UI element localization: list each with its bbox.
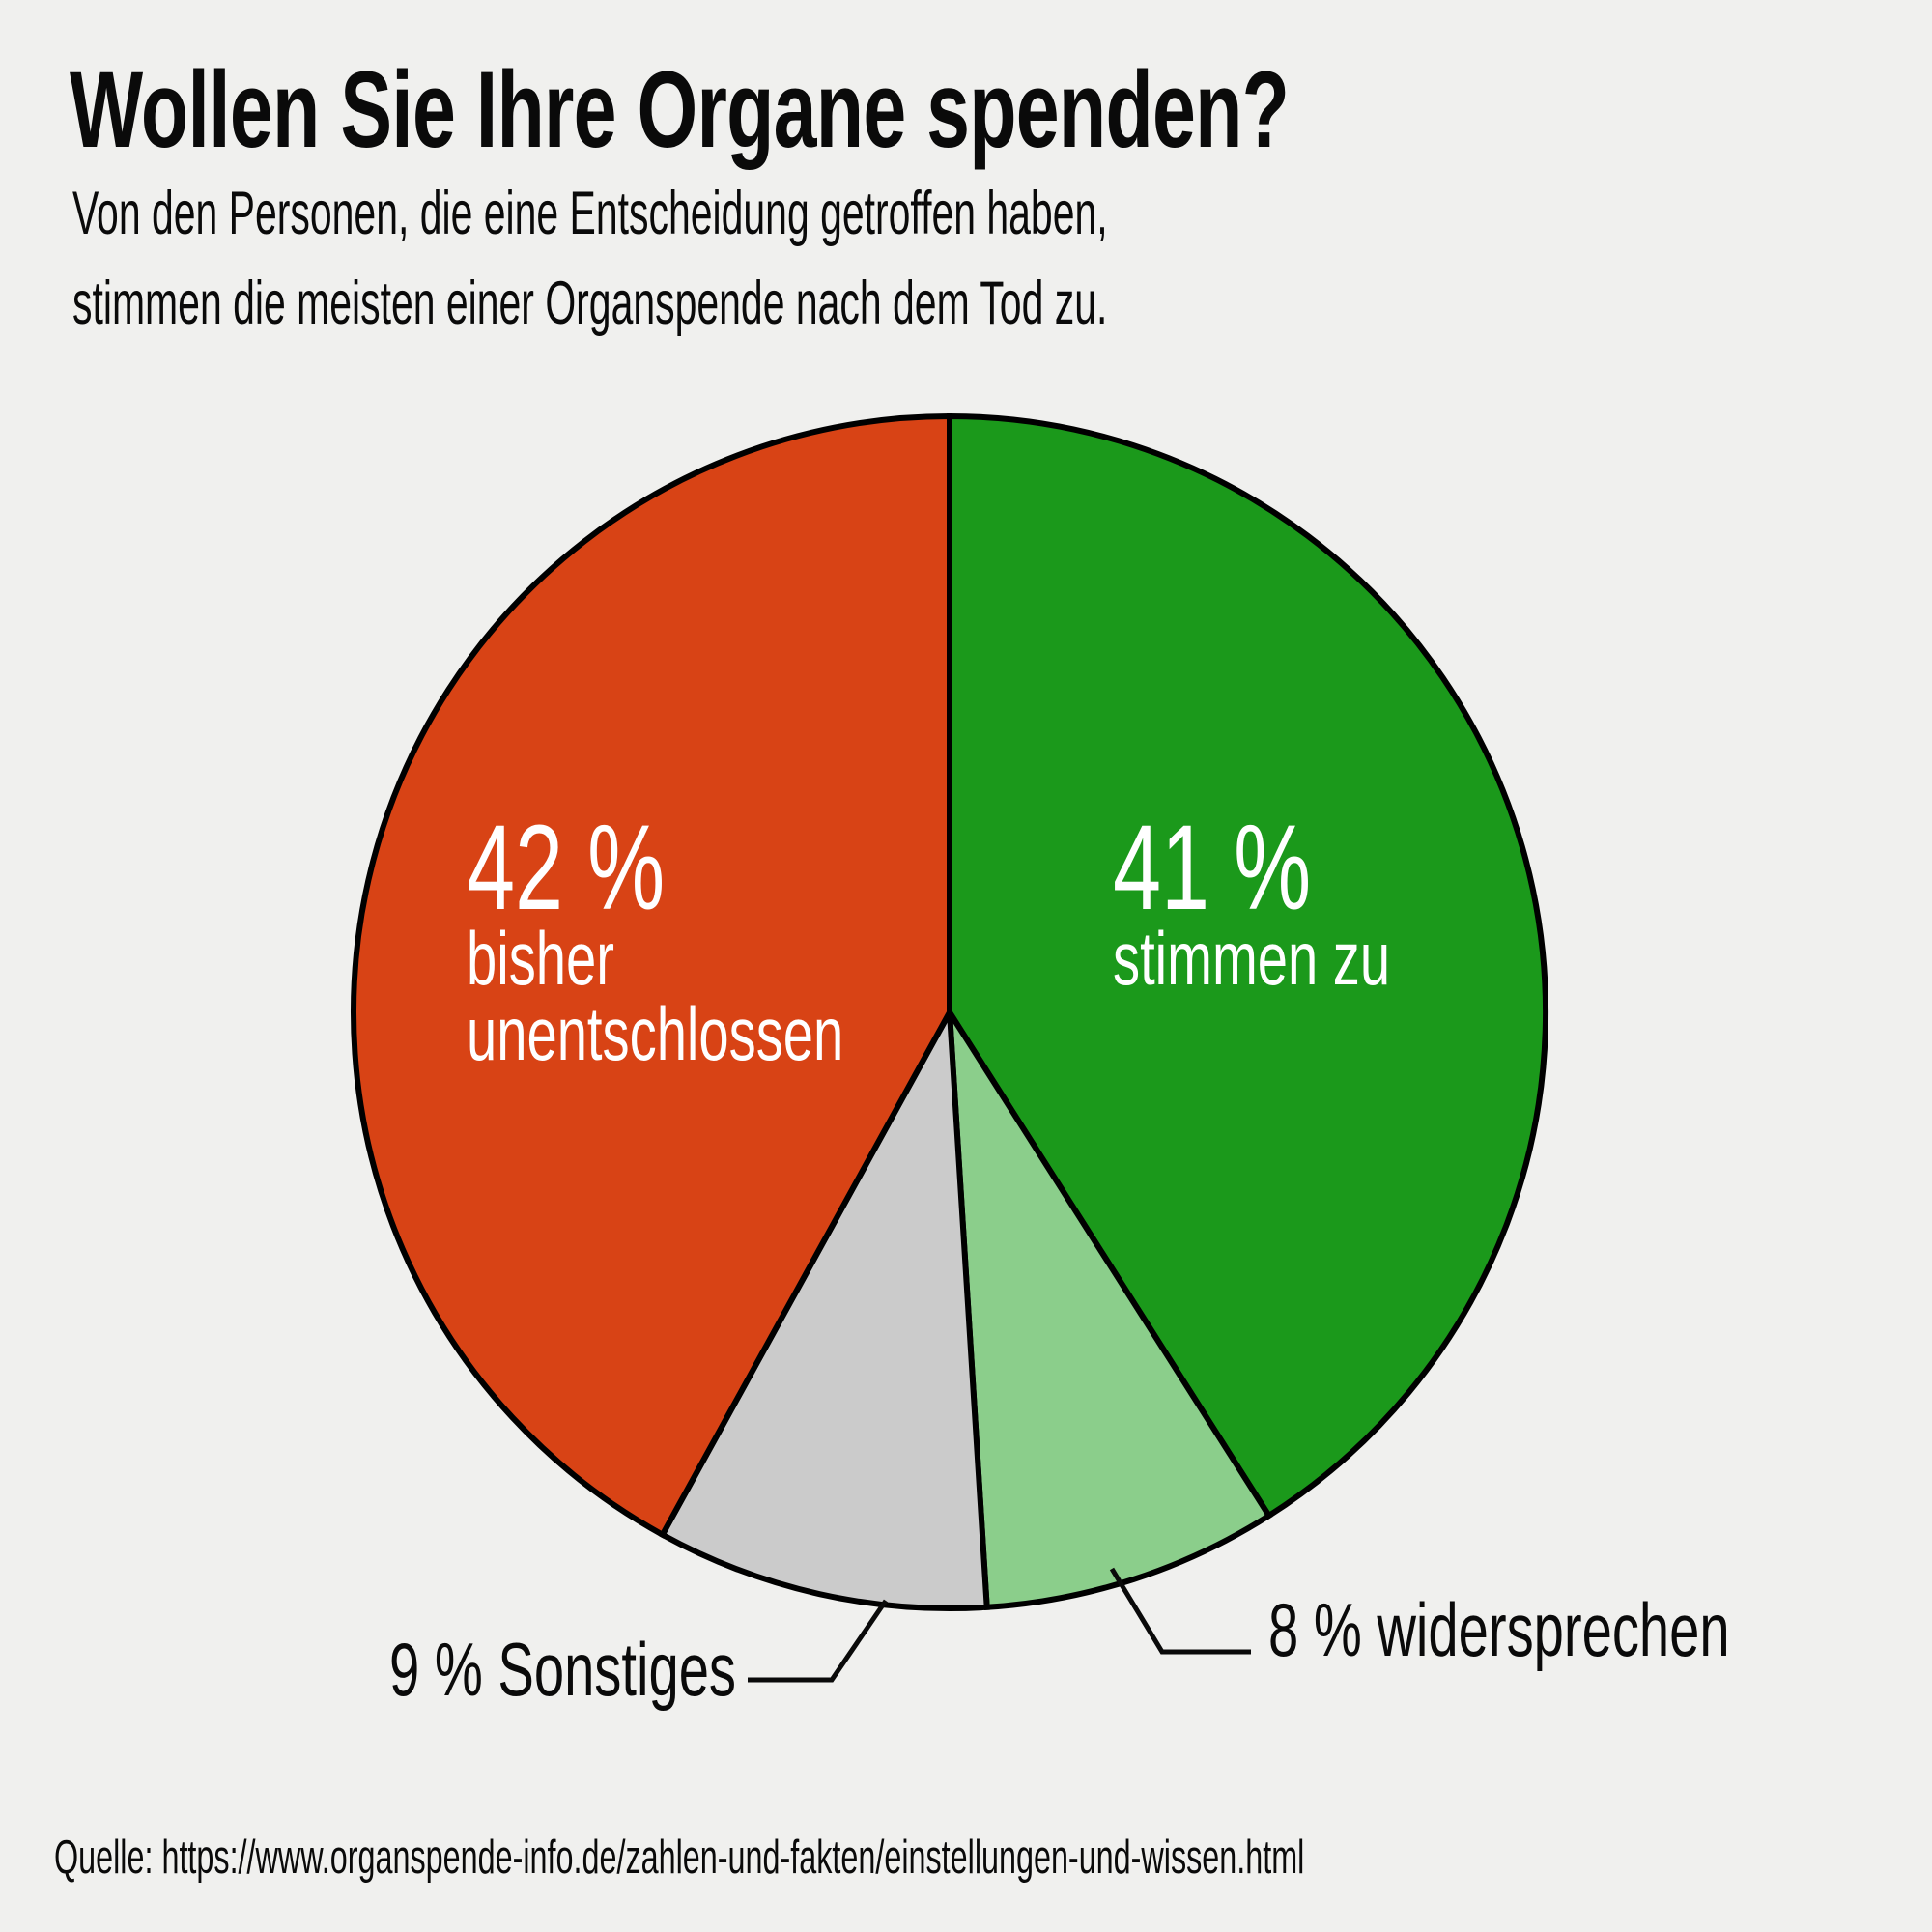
page-subtitle-line1: Von den Personen, die eine Entscheidung … [72, 180, 1108, 247]
page-subtitle: Von den Personen, die eine Entscheidung … [72, 169, 1108, 349]
slice-text-label-stimmen-zu: stimmen zu [1113, 916, 1391, 1001]
slice-value-label-stimmen-zu: 41 % [1113, 801, 1312, 935]
slice-text-label-line2: unentschlossen [467, 991, 844, 1076]
callout-line-widersprechen [1109, 1567, 1251, 1655]
callout-label-widersprechen: 8 % widersprechen [1268, 1587, 1730, 1672]
page-subtitle-line2: stimmen die meisten einer Organspende na… [72, 270, 1108, 338]
pie-slices [351, 412, 1549, 1612]
page-title: Wollen Sie Ihre Organe spenden? [70, 49, 1290, 170]
slice-text-label-line1: bisher [467, 916, 614, 1001]
source-text: Quelle: https://www.organspende-info.de/… [54, 1832, 1305, 1884]
pie-slice-widersprechen [947, 1010, 1273, 1610]
pie-slice-sonstiges [658, 1002, 990, 1612]
callout-label-sonstiges: 9 % Sonstiges [389, 1627, 737, 1712]
slice-text-label-bisher-unentschlossen: bisher unentschlossen [467, 921, 843, 1071]
slice-value-label-bisher-unentschlossen: 42 % [467, 801, 666, 935]
pie-slice-stimmen-zu [947, 412, 1549, 1520]
pie-slice-bisher-unentschlossen [351, 412, 952, 1539]
callout-line-sonstiges [748, 1599, 889, 1683]
